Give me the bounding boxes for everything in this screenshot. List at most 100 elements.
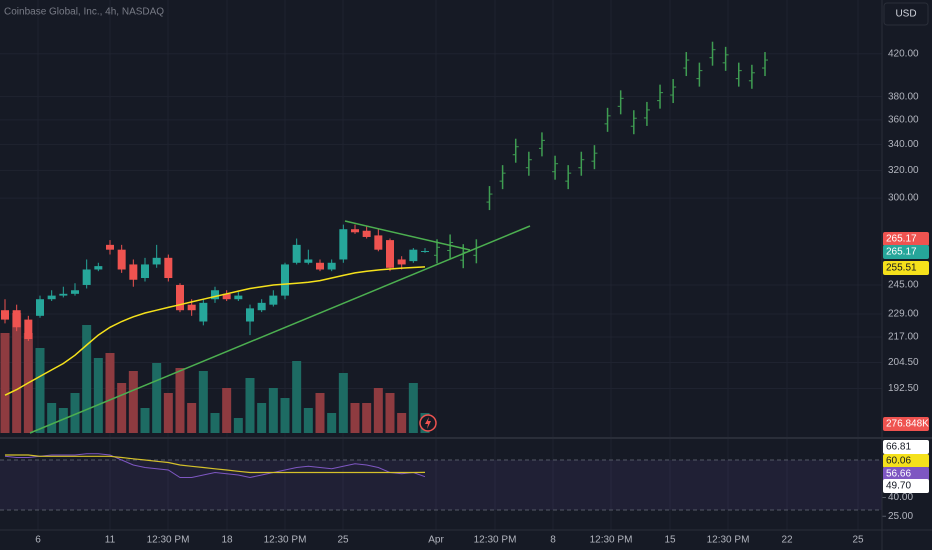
volume-bar: [350, 403, 360, 433]
volume-bar: [175, 368, 185, 433]
volume-bar: [152, 363, 162, 433]
volume-bar: [397, 413, 407, 433]
x-tick-label: 12:30 PM: [590, 535, 633, 546]
volume-bar: [82, 325, 92, 433]
candle-body: [117, 249, 126, 270]
candle-body: [164, 257, 173, 279]
candle-body: [12, 310, 21, 328]
candle-body: [176, 284, 184, 311]
rsi-tag-bg: [883, 454, 929, 468]
y-tick-label: 245.00: [888, 280, 919, 291]
volume-bar: [408, 383, 418, 433]
price-tag: 265.17: [886, 234, 917, 245]
candle-body: [386, 240, 394, 268]
candle-body: [397, 259, 406, 265]
volume-tag: 276.848K: [886, 419, 929, 430]
candle-body: [269, 295, 278, 305]
candle-body: [327, 262, 336, 270]
rsi-tag: 56.66: [886, 469, 911, 480]
y-tick-label: 217.00: [888, 332, 919, 343]
x-tick-label: 18: [221, 535, 233, 546]
candle-body: [199, 302, 208, 322]
volume-bar: [222, 388, 232, 433]
rsi-tag: 66.81: [886, 442, 911, 453]
volume-bar: [315, 393, 325, 433]
candle-body: [421, 251, 429, 253]
price-tag-bg: [883, 261, 929, 275]
rsi-line: [4, 453, 426, 479]
candle-body: [292, 244, 301, 263]
x-tick-label: 8: [550, 535, 556, 546]
rsi-band: [0, 460, 882, 510]
rsi-tick-label: 40.00: [888, 492, 913, 503]
price-tag-bg: [883, 232, 929, 246]
volume-bar: [268, 388, 278, 433]
volume-bar: [163, 393, 173, 433]
x-tick-label: 12:30 PM: [474, 535, 517, 546]
y-tick-label: 420.00: [888, 48, 919, 59]
currency-button[interactable]: USD: [883, 2, 929, 26]
x-tick-label: 6: [35, 535, 41, 546]
candle-body: [47, 295, 56, 300]
volume-bar: [117, 383, 127, 433]
candle-body: [281, 264, 289, 296]
price-tag-bg: [883, 245, 929, 259]
y-tick-label: 204.50: [888, 357, 919, 368]
volume-bar: [245, 378, 255, 433]
candle-body: [246, 308, 254, 322]
volume-bar: [362, 403, 372, 433]
chart-title: Coinbase Global, Inc., 4h, NASDAQ: [4, 7, 164, 18]
volume-bar: [292, 361, 302, 433]
volume-bar: [35, 348, 45, 433]
volume-bar: [233, 418, 243, 433]
candle-body: [409, 249, 418, 262]
y-tick-label: 320.00: [888, 165, 919, 176]
candle-body: [129, 264, 138, 280]
candle-body: [374, 235, 383, 250]
volume-bar: [12, 313, 22, 433]
candle-body: [257, 302, 266, 311]
candle-body: [234, 295, 243, 300]
lightning-icon[interactable]: [419, 414, 437, 432]
volume-bar: [70, 393, 80, 433]
volume-bar: [58, 408, 68, 433]
candle-body: [141, 264, 149, 279]
candle-body: [222, 293, 231, 300]
rsi-tag-bg: [883, 467, 929, 481]
candle-body: [71, 290, 79, 294]
volume-bar: [128, 371, 138, 433]
candle-body: [362, 230, 371, 237]
candle-body: [316, 262, 324, 270]
volume-bar: [0, 333, 10, 433]
y-tick-label: 340.00: [888, 139, 919, 150]
volume-bar: [105, 353, 115, 433]
candle-body: [304, 259, 313, 263]
trend-line: [344, 220, 471, 251]
volume-bar: [385, 393, 395, 433]
candle-body: [1, 310, 9, 320]
x-tick-label: 11: [105, 535, 116, 546]
y-tick-label: 300.00: [888, 193, 919, 204]
x-tick-label: 12:30 PM: [147, 535, 190, 546]
volume-bar: [140, 408, 150, 433]
volume-bar: [198, 371, 208, 433]
price-tag: 255.51: [886, 263, 917, 274]
x-tick-label: Apr: [428, 535, 444, 546]
volume-bar: [373, 388, 383, 433]
marks: [0, 41, 768, 479]
volume-bar: [93, 358, 103, 433]
trend-line: [29, 225, 531, 434]
candle-body: [94, 266, 103, 270]
candle-body: [351, 229, 359, 233]
x-tick-label: 12:30 PM: [707, 535, 750, 546]
volume-bar: [338, 373, 348, 433]
volume-bar: [327, 413, 337, 433]
candle-body: [24, 319, 33, 340]
candle-body: [36, 299, 44, 316]
candle-body: [59, 293, 68, 296]
grid: 420.00 380.00 360.00 340.00 320.00 300.00 245.…: [0, 0, 919, 546]
volume-bar: [280, 398, 290, 433]
candle-body: [339, 229, 348, 260]
